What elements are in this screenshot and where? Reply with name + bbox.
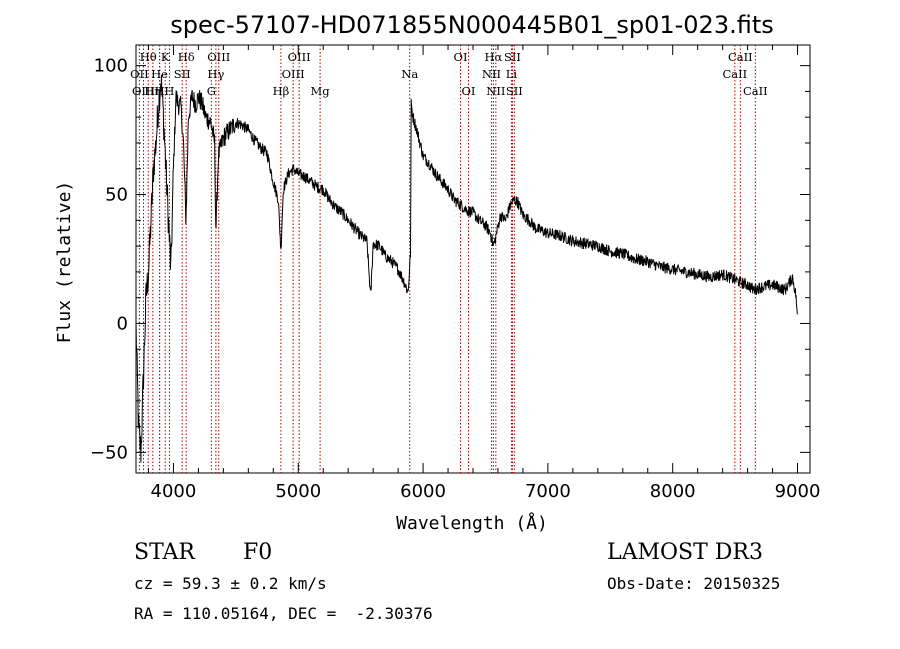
line-marker-label: K bbox=[161, 50, 170, 64]
x-tick-label: 5000 bbox=[275, 481, 321, 502]
y-tick-label: 100 bbox=[94, 56, 128, 77]
line-marker-label: Hα bbox=[484, 50, 502, 64]
line-marker-label: H bbox=[164, 84, 174, 98]
redshift-readout: cz = 59.3 ± 0.2 km/s bbox=[134, 574, 327, 593]
spectrum-line bbox=[135, 74, 798, 463]
line-marker-label: OIII bbox=[207, 50, 230, 64]
axis-ticks: 4000 5000 6000 7000 8000 9000 −50 0 50 100 bbox=[90, 45, 820, 502]
line-marker-label: He bbox=[151, 67, 168, 81]
line-marker-label: CaII bbox=[743, 84, 768, 98]
line-marker-label: Hβ bbox=[273, 84, 290, 98]
obs-date: Obs-Date: 20150325 bbox=[607, 574, 781, 593]
x-tick-label: 8000 bbox=[650, 481, 696, 502]
survey-name: LAMOST DR3 bbox=[607, 540, 763, 565]
y-tick-label: 50 bbox=[105, 185, 128, 206]
line-marker-label: OIII bbox=[132, 84, 155, 98]
x-tick-label: 7000 bbox=[525, 481, 571, 502]
x-tick-label: 4000 bbox=[151, 481, 197, 502]
line-marker-label: Li bbox=[506, 67, 518, 81]
line-marker-label: OII bbox=[130, 67, 149, 81]
line-marker-label: SII bbox=[174, 67, 191, 81]
line-marker-label: Hδ bbox=[178, 50, 195, 64]
line-marker-label: G bbox=[207, 84, 216, 98]
line-marker-label: CaII bbox=[728, 50, 753, 64]
x-axis-label: Wavelength (Å) bbox=[396, 512, 548, 534]
y-tick-label: −50 bbox=[90, 442, 128, 463]
x-tick-label: 6000 bbox=[400, 481, 446, 502]
line-marker-label: SII bbox=[504, 50, 521, 64]
line-marker-label: NII bbox=[486, 84, 505, 98]
object-type: STAR bbox=[134, 540, 195, 565]
x-tick-label: 9000 bbox=[775, 481, 821, 502]
spectrum-series bbox=[135, 74, 798, 463]
spectral-subclass: F0 bbox=[243, 540, 273, 565]
line-marker-label: Hη bbox=[144, 84, 161, 98]
line-marker-label: SII bbox=[506, 84, 523, 98]
coordinates-readout: RA = 110.05164, DEC = -2.30376 bbox=[134, 604, 433, 623]
chart-title: spec-57107-HD071855N000445B01_sp01-023.f… bbox=[170, 11, 774, 39]
line-marker-label: OIII bbox=[282, 67, 305, 81]
line-marker-label: Na bbox=[401, 67, 418, 81]
line-marker-label: Hγ bbox=[207, 67, 224, 81]
line-marker-label: OIII bbox=[288, 50, 311, 64]
y-axis-label: Flux (relative) bbox=[54, 181, 75, 344]
line-marker-label: Hθ bbox=[140, 50, 157, 64]
y-tick-label: 0 bbox=[117, 313, 128, 334]
line-marker-label: Mg bbox=[311, 84, 331, 98]
line-marker-label: OI bbox=[454, 50, 468, 64]
line-marker-label: OI bbox=[462, 84, 476, 98]
line-marker-label: NII bbox=[482, 67, 501, 81]
line-marker-label: CaII bbox=[722, 67, 747, 81]
